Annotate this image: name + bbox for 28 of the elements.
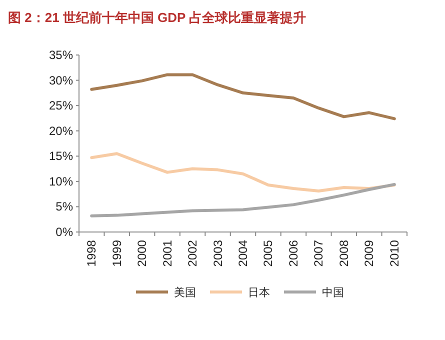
chart-title: 图 2：21 世纪前十年中国 GDP 占全球比重显著提升 bbox=[8, 10, 306, 25]
x-tick-label: 2008 bbox=[336, 240, 351, 267]
x-tick-label: 2009 bbox=[362, 240, 376, 267]
x-tick-label: 2004 bbox=[236, 240, 250, 267]
y-tick-label: 15% bbox=[48, 149, 74, 164]
x-tick-label: 2003 bbox=[210, 240, 225, 267]
x-tick-label: 2006 bbox=[286, 240, 300, 267]
x-tick-label: 2002 bbox=[186, 240, 200, 267]
x-tick-label: 2000 bbox=[135, 240, 150, 267]
legend-label: 中国 bbox=[322, 286, 344, 299]
y-tick-label: 0% bbox=[56, 225, 74, 239]
line-series bbox=[90, 182, 396, 218]
x-tick-label: 2010 bbox=[387, 240, 402, 267]
x-tick-label: 1999 bbox=[110, 240, 124, 267]
x-tick-label: 2005 bbox=[261, 240, 276, 267]
x-tick-label: 1998 bbox=[84, 240, 99, 267]
y-tick-label: 25% bbox=[48, 98, 74, 113]
line-series bbox=[90, 73, 396, 120]
y-tick-label: 35% bbox=[48, 48, 74, 62]
x-tick-label: 2007 bbox=[312, 240, 326, 267]
y-tick-label: 30% bbox=[48, 73, 74, 88]
x-tick-label: 2001 bbox=[160, 240, 174, 267]
legend-label: 日本 bbox=[248, 286, 270, 299]
line-series bbox=[90, 152, 396, 193]
y-tick-label: 10% bbox=[48, 174, 74, 188]
legend-label: 美国 bbox=[174, 286, 196, 299]
y-tick-label: 20% bbox=[48, 124, 74, 138]
y-tick-label: 5% bbox=[56, 200, 74, 214]
